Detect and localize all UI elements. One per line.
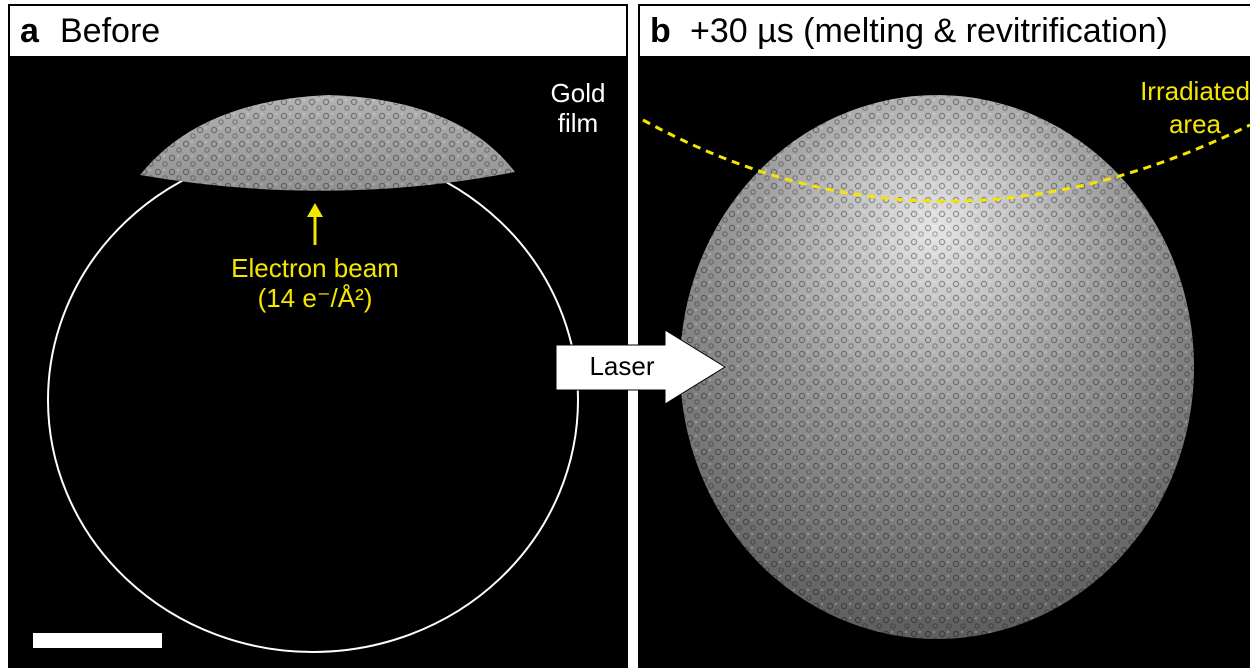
figure: a Before Gold film Electron beam (14 e⁻/… [0, 0, 1250, 670]
gold-label: film [558, 108, 598, 138]
panel-title: +30 µs (melting & revitrification) [690, 12, 1168, 50]
gold-label: Gold [551, 78, 606, 108]
panel-label: a [20, 12, 40, 50]
irradiated-label: Irradiated [1140, 76, 1250, 106]
panel-label: b [650, 12, 671, 50]
beam-label: Electron beam [231, 253, 399, 283]
laser-label: Laser [589, 351, 654, 381]
beam-label: (14 e⁻/Å²) [258, 283, 373, 313]
scale-bar [33, 633, 162, 648]
panel-title: Before [60, 12, 160, 50]
irradiated-label: area [1169, 109, 1222, 139]
